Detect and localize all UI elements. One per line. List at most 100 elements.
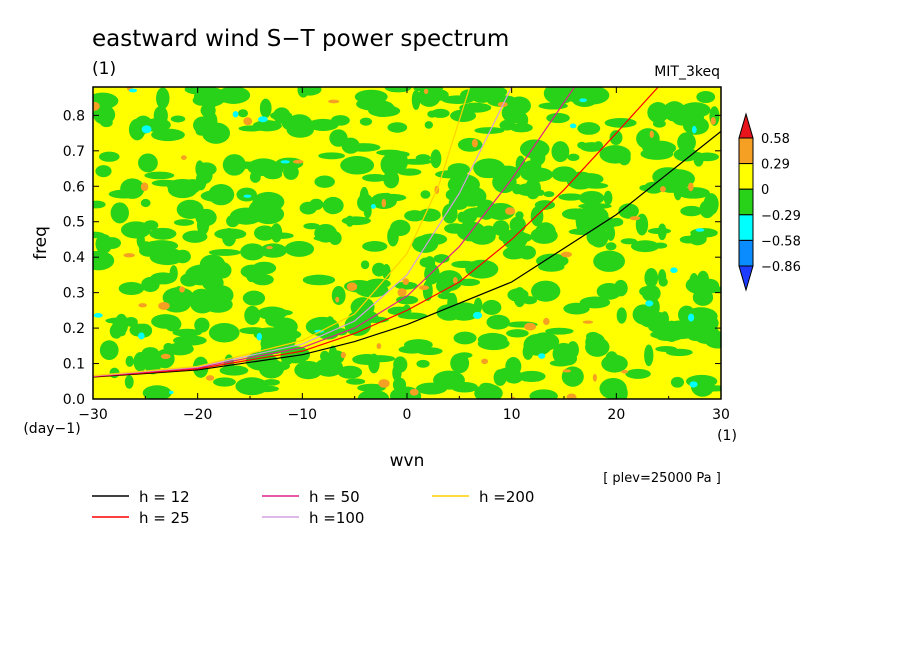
field-patch-low xyxy=(569,123,577,129)
series-line-2 xyxy=(93,87,659,378)
field-patch-negative xyxy=(93,104,116,125)
field-patch-negative xyxy=(661,169,695,189)
field-patch-negative xyxy=(551,141,570,163)
field-patch-negative xyxy=(644,267,659,288)
field-patch-negative xyxy=(149,227,177,240)
field-patch-positive xyxy=(649,130,654,139)
field-patch-negative xyxy=(695,152,719,162)
field-patch-negative xyxy=(507,288,529,302)
field-patch-negative xyxy=(195,160,205,178)
field-patch-positive xyxy=(582,320,594,324)
field-patch-negative xyxy=(156,87,170,110)
field-patch-negative xyxy=(360,260,370,270)
field-patch-negative xyxy=(359,186,369,207)
field-patch-positive xyxy=(179,286,185,293)
colorbar-label: 0.58 xyxy=(761,132,790,147)
field-patch-negative xyxy=(593,250,626,272)
field-patch-negative xyxy=(577,141,587,149)
field-patch-negative xyxy=(415,154,431,162)
field-patch-positive xyxy=(629,216,641,221)
field-patch-negative xyxy=(603,190,613,206)
field-patch-negative xyxy=(535,222,556,242)
field-patch-negative xyxy=(208,248,241,256)
colorbar-label: −0.58 xyxy=(761,234,801,249)
field-patch-negative xyxy=(676,322,686,340)
field-patch-negative xyxy=(639,184,651,191)
field-patch-negative xyxy=(477,332,508,347)
field-patch-negative xyxy=(647,102,669,124)
y-tick-label: 0.1 xyxy=(63,357,85,373)
colorbar-swatch xyxy=(738,188,754,216)
field-patch-negative xyxy=(566,171,596,190)
field-patch-negative xyxy=(545,327,574,335)
field-patch-positive xyxy=(543,317,550,326)
field-patch-negative xyxy=(99,151,120,162)
x-tick-label: 30 xyxy=(712,407,730,423)
field-patch-negative xyxy=(252,385,279,393)
field-patch-low xyxy=(370,204,376,209)
model-label: MIT_3keq xyxy=(654,64,720,80)
field-patch-negative xyxy=(606,225,616,241)
field-patch-negative xyxy=(648,321,678,334)
field-patch-negative xyxy=(393,356,408,373)
field-patch-positive xyxy=(621,369,629,374)
field-patch-negative xyxy=(498,231,533,244)
field-patch-negative xyxy=(543,191,555,198)
field-patch-negative xyxy=(652,119,666,128)
field-patch-negative xyxy=(124,375,134,389)
series-line-4 xyxy=(93,87,513,377)
field-patch-negative xyxy=(509,216,526,234)
field-patch-positive xyxy=(592,373,597,382)
field-patch-negative xyxy=(257,306,288,320)
field-patch-negative xyxy=(457,211,466,223)
field-patch-negative xyxy=(679,235,698,244)
field-patch-negative xyxy=(515,211,524,220)
field-patch-negative xyxy=(240,243,266,261)
field-patch-negative xyxy=(141,347,159,359)
field-patch-negative xyxy=(263,159,275,177)
field-patch-negative xyxy=(182,230,208,243)
field-patch-negative xyxy=(625,368,651,379)
spectrum-field xyxy=(93,87,721,399)
field-patch-negative xyxy=(108,189,139,199)
legend: h = 12 h = 25 h = 50 h =100 h =200 xyxy=(92,488,534,527)
field-patch-negative xyxy=(354,89,388,104)
field-patch-negative xyxy=(95,234,113,254)
field-patch-positive xyxy=(409,388,419,396)
field-patch-negative xyxy=(208,184,235,206)
field-patch-positive xyxy=(243,117,253,126)
field-patch-negative xyxy=(144,240,179,252)
field-patch-negative xyxy=(605,351,619,367)
field-patch-negative xyxy=(616,307,627,324)
field-patch-negative xyxy=(430,149,442,169)
field-patch-negative xyxy=(663,101,686,122)
field-patch-negative xyxy=(172,328,202,337)
field-patch-negative xyxy=(538,262,565,272)
field-patch-negative xyxy=(161,249,174,264)
field-patch-negative xyxy=(297,87,310,98)
field-patch-negative xyxy=(474,127,505,134)
field-patch-positive xyxy=(710,117,716,125)
field-patch-positive xyxy=(378,379,390,388)
field-patch-negative xyxy=(680,205,703,217)
field-patch-negative xyxy=(396,295,419,305)
field-patch-positive xyxy=(292,159,304,164)
field-patch-negative xyxy=(397,312,428,320)
field-patch-low xyxy=(232,111,239,118)
field-patch-negative xyxy=(389,151,410,158)
field-patch-negative xyxy=(561,208,590,220)
colorbar-swatch xyxy=(738,239,754,267)
field-patch-negative xyxy=(473,158,506,179)
field-patch-negative xyxy=(558,193,584,201)
field-patch-positive xyxy=(524,322,537,331)
colorbar-label: 0 xyxy=(761,183,769,198)
field-patch-negative xyxy=(404,210,426,222)
field-patch-negative xyxy=(170,115,186,123)
field-patch-negative xyxy=(253,225,276,241)
field-patch-negative xyxy=(380,154,399,175)
field-patch-negative xyxy=(432,89,449,101)
field-patch-negative xyxy=(99,340,119,361)
field-patch-negative xyxy=(307,118,339,131)
field-patch-negative xyxy=(260,243,287,258)
